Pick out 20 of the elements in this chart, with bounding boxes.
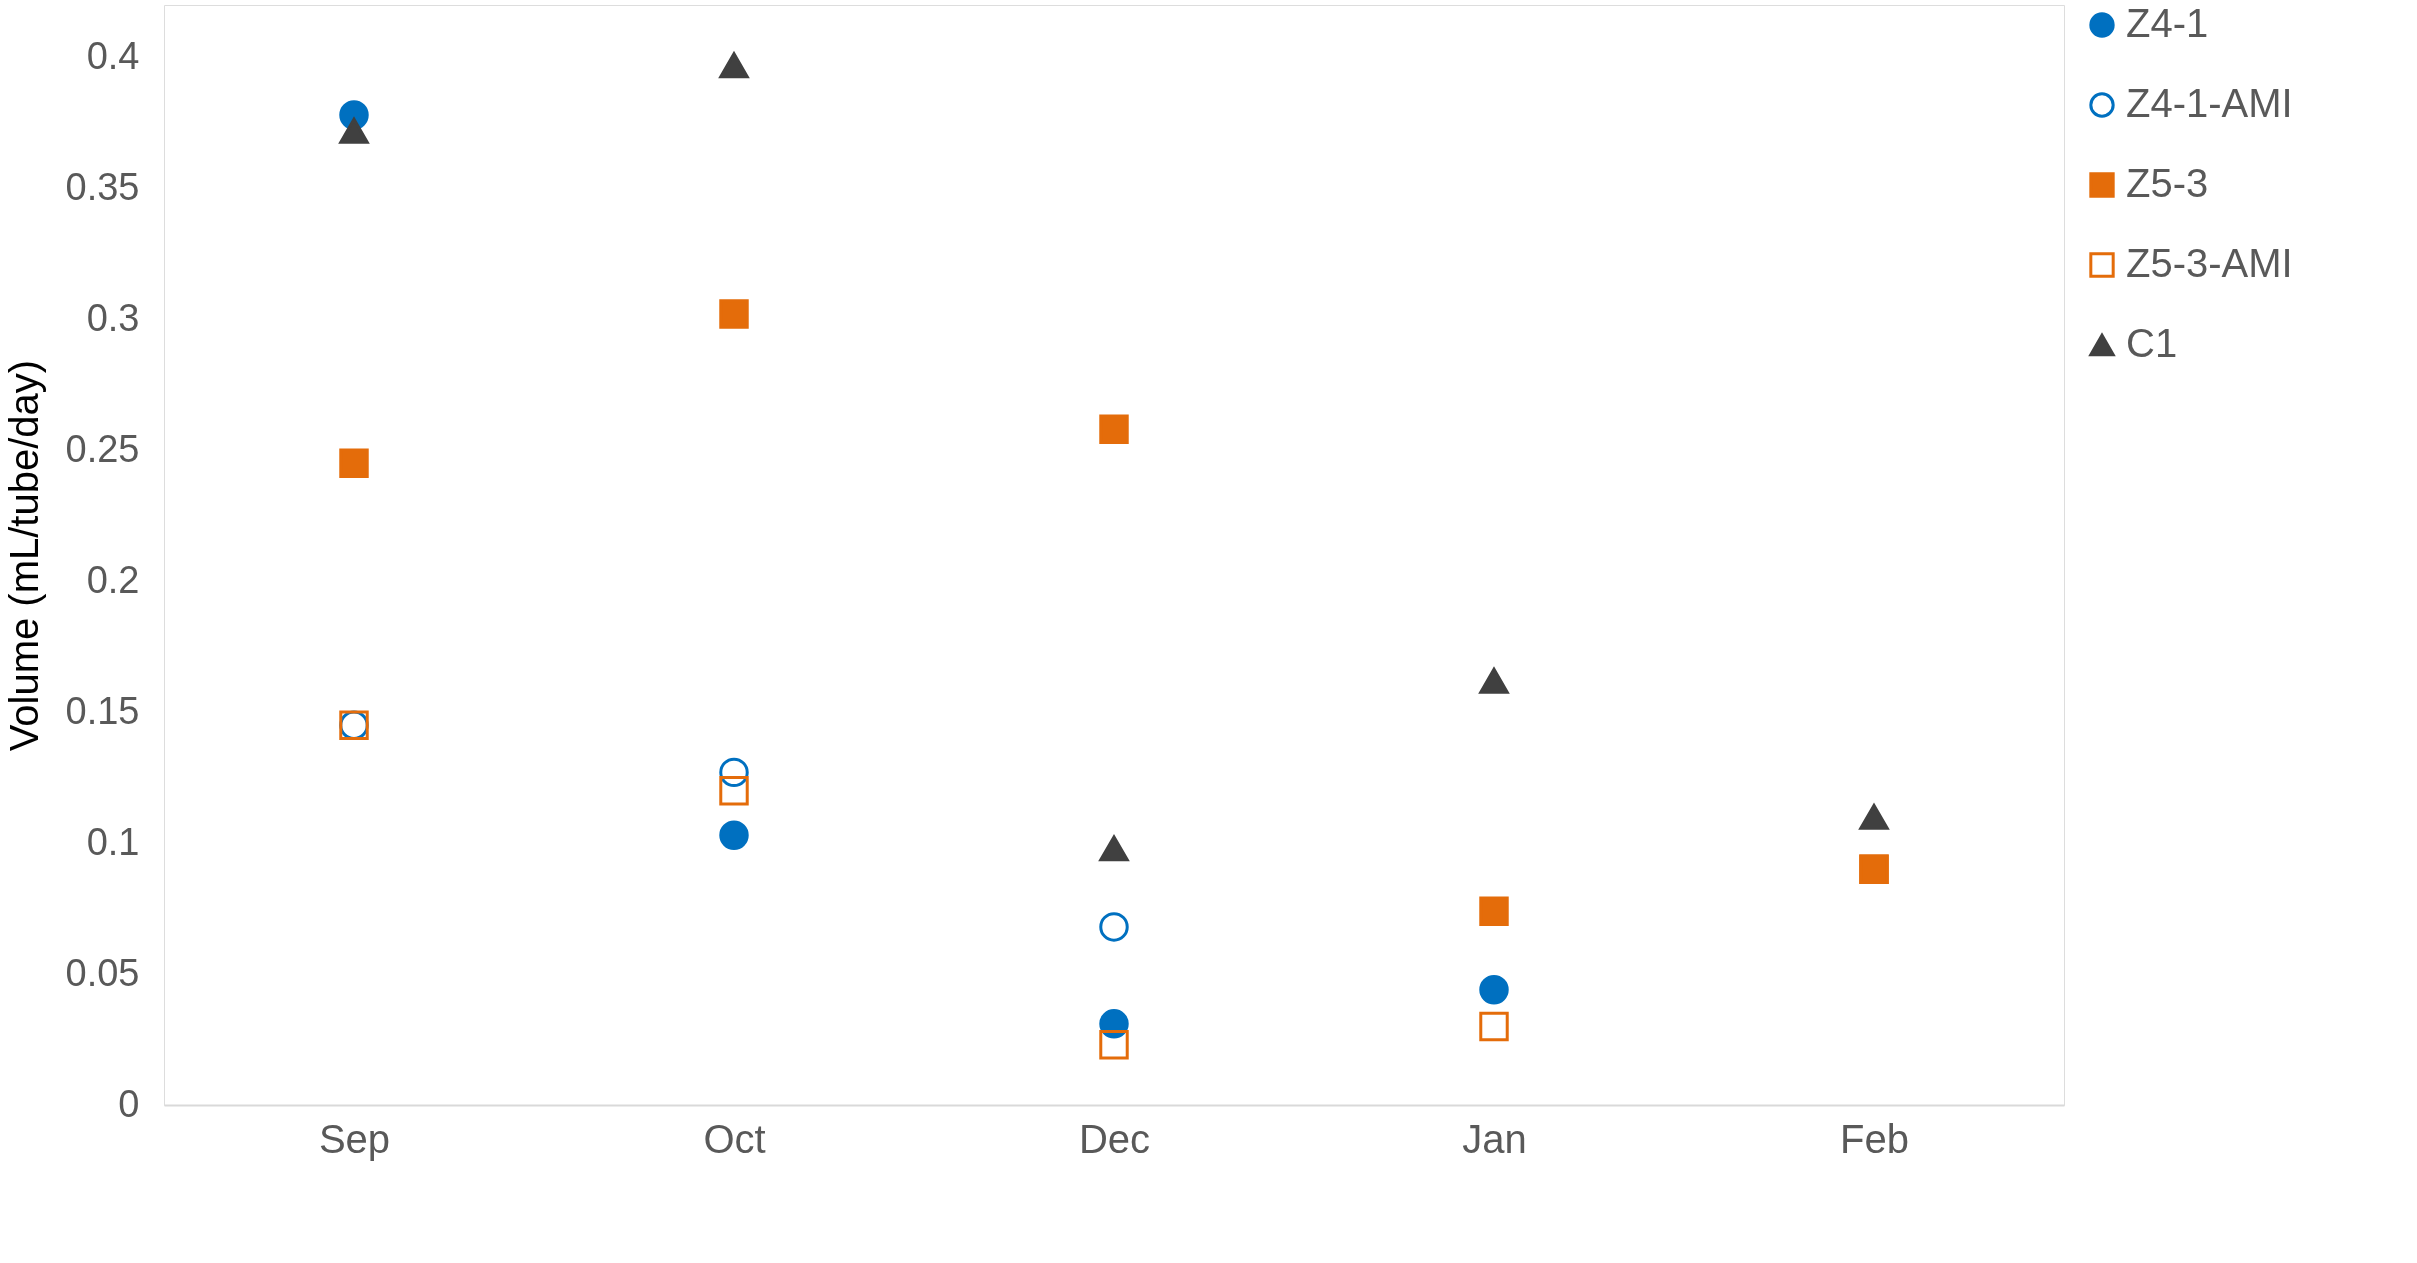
x-tick-label: Sep — [318, 1116, 391, 1161]
y-tick-label: 0.3 — [86, 296, 140, 339]
x-tick-label: Jan — [1462, 1116, 1527, 1161]
y-tick-label: 0.05 — [65, 951, 140, 994]
y-tick-label: 0.25 — [65, 427, 140, 470]
x-tick-label: Dec — [1078, 1116, 1151, 1161]
y-tick-label: 0.4 — [86, 34, 140, 77]
legend-label: C1 — [2126, 321, 2178, 365]
x-tick-label: Feb — [1840, 1116, 1909, 1161]
y-tick-label: 0 — [118, 1082, 140, 1125]
y-tick-label: 0.35 — [65, 165, 140, 208]
y-tick-label: 0.15 — [65, 689, 140, 732]
legend-label: Z5-3 — [2126, 161, 2209, 205]
y-tick-label: 0.1 — [86, 820, 140, 863]
y-tick-label: 0.2 — [86, 558, 140, 601]
legend-label: Z4-1-AMI — [2126, 81, 2293, 125]
y-axis-title: Volume (mL/tube/day) — [1, 359, 46, 752]
x-tick-label: Oct — [703, 1116, 766, 1161]
legend-label: Z5-3-AMI — [2126, 241, 2293, 285]
legend-label: Z4-1 — [2126, 1, 2209, 45]
